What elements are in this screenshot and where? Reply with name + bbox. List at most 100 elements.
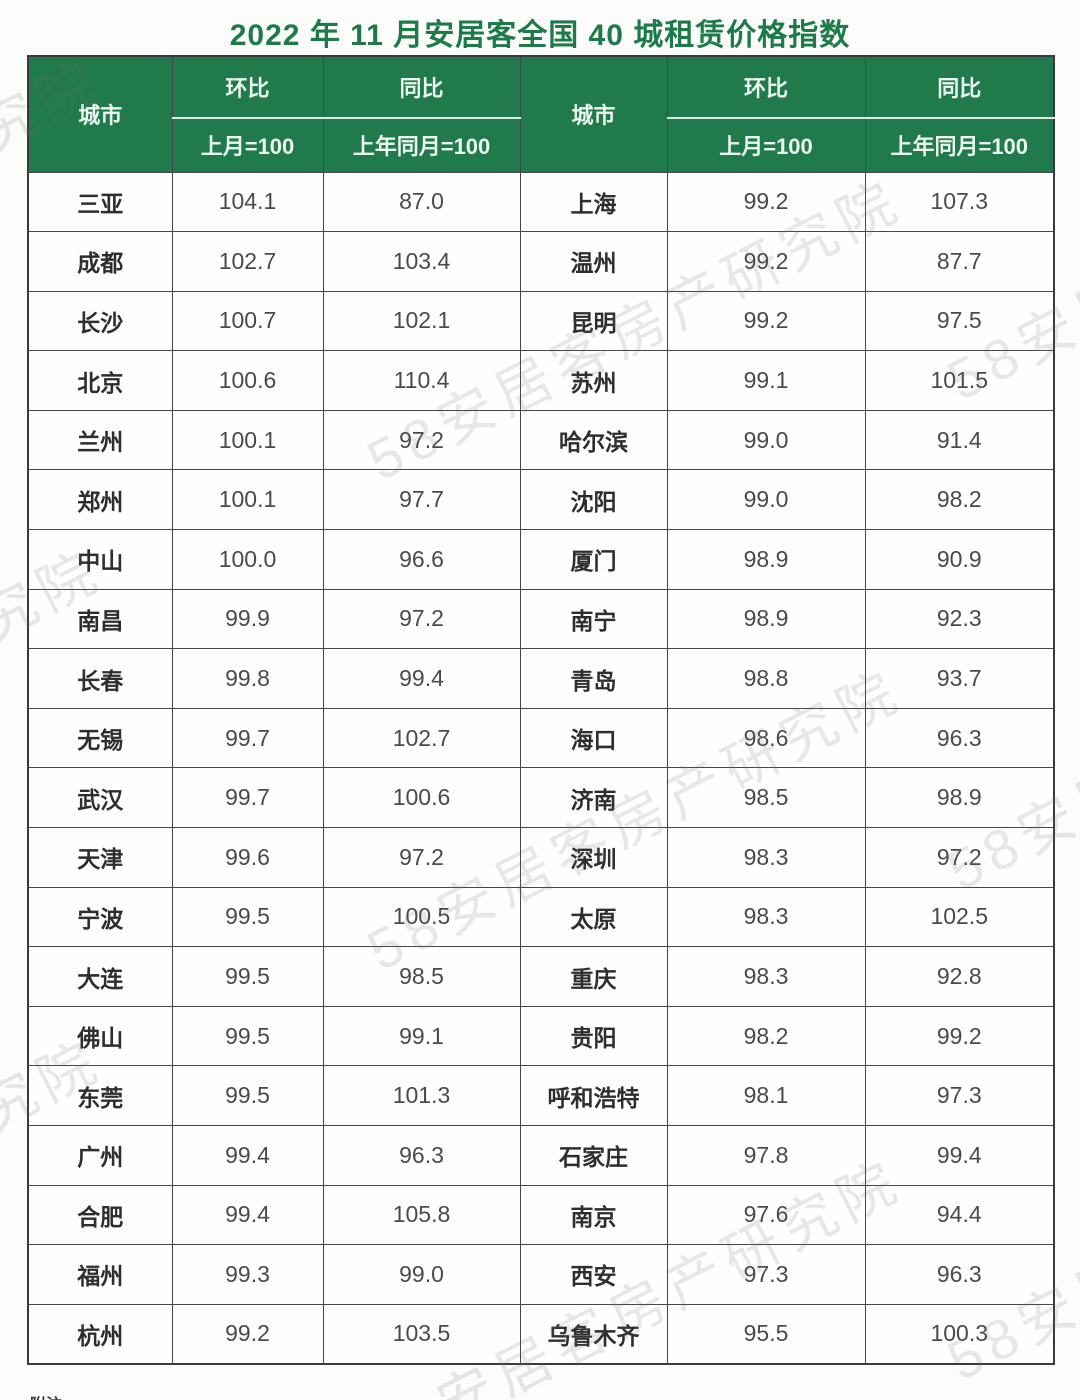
yoy-value: 98.5 [322,946,521,1007]
city-cell: 长沙 [27,290,173,352]
table-row: 中山 100.0 96.6 厦门 98.9 90.9 [27,529,1055,590]
yoy-value: 87.0 [322,171,521,233]
yoy-value: 99.0 [322,1244,521,1305]
yoy-value: 99.4 [864,1125,1055,1186]
page-title: 2022 年 11 月安居客全国 40 城租赁价格指数 [229,19,851,52]
mom-value: 99.4 [171,1184,324,1246]
footnote-label: 附注: [30,1391,67,1400]
mom-value: 98.1 [666,1065,866,1126]
yoy-value: 100.5 [322,886,521,948]
yoy-value: 96.3 [864,707,1055,769]
city-cell: 石家庄 [519,1125,668,1186]
yoy-value: 98.9 [864,767,1055,829]
city-cell: 大连 [27,946,173,1007]
city-cell: 南宁 [519,588,668,650]
yoy-value: 90.9 [864,529,1055,590]
mom-value: 99.9 [171,588,324,650]
table-row: 天津 99.6 97.2 深圳 98.3 97.2 [27,827,1055,888]
city-cell: 武汉 [27,767,173,829]
city-cell: 南昌 [27,588,173,650]
mom-value: 98.2 [666,1005,866,1067]
city-cell: 昆明 [519,290,668,352]
table-row: 无锡 99.7 102.7 海口 98.6 96.3 [27,707,1055,769]
city-cell: 重庆 [519,946,668,1007]
mom-value: 98.3 [666,946,866,1007]
header-city-left: 城市 [27,55,173,173]
city-cell: 呼和浩特 [519,1065,668,1126]
yoy-value: 97.2 [322,827,521,888]
mom-value: 99.7 [171,707,324,769]
city-cell: 贵阳 [519,1005,668,1067]
table-row: 郑州 100.1 97.7 沈阳 99.0 98.2 [27,469,1055,531]
table-row: 兰州 100.1 97.2 哈尔滨 99.0 91.4 [27,409,1055,471]
table-row: 杭州 99.2 103.5 乌鲁木齐 95.5 100.3 [27,1303,1055,1365]
mom-value: 99.2 [666,231,866,292]
city-cell: 成都 [27,231,173,292]
yoy-value: 100.6 [322,767,521,829]
city-cell: 沈阳 [519,469,668,531]
header-yoy-base-right: 上年同月=100 [864,117,1055,173]
yoy-value: 110.4 [322,350,521,411]
city-cell: 南京 [519,1184,668,1246]
yoy-value: 96.6 [322,529,521,590]
yoy-value: 92.8 [864,946,1055,1007]
mom-value: 100.1 [171,409,324,471]
table-row: 武汉 99.7 100.6 济南 98.5 98.9 [27,767,1055,829]
mom-value: 100.1 [171,469,324,531]
city-cell: 上海 [519,171,668,233]
table-row: 南昌 99.9 97.2 南宁 98.9 92.3 [27,588,1055,650]
table-row: 东莞 99.5 101.3 呼和浩特 98.1 97.3 [27,1065,1055,1126]
mom-value: 99.2 [666,290,866,352]
yoy-value: 96.3 [322,1125,521,1186]
city-cell: 无锡 [27,707,173,769]
mom-value: 99.2 [666,171,866,233]
city-cell: 厦门 [519,529,668,590]
header-mom-base-right: 上月=100 [666,117,866,173]
header-mom-base-left: 上月=100 [171,117,324,173]
mom-value: 99.0 [666,469,866,531]
city-cell: 宁波 [27,886,173,948]
mom-value: 98.9 [666,588,866,650]
city-cell: 东莞 [27,1065,173,1126]
yoy-value: 97.2 [864,827,1055,888]
mom-value: 95.5 [666,1303,866,1365]
mom-value: 99.1 [666,350,866,411]
city-cell: 广州 [27,1125,173,1186]
header-mom-right: 环比 [666,55,866,119]
yoy-value: 97.2 [322,588,521,650]
city-cell: 长春 [27,648,173,709]
table-row: 宁波 99.5 100.5 太原 98.3 102.5 [27,886,1055,948]
yoy-value: 97.7 [322,469,521,531]
header-yoy-left: 同比 [322,55,521,119]
city-cell: 天津 [27,827,173,888]
city-cell: 济南 [519,767,668,829]
yoy-value: 87.7 [864,231,1055,292]
table-row: 福州 99.3 99.0 西安 97.3 96.3 [27,1244,1055,1305]
city-cell: 佛山 [27,1005,173,1067]
table-row: 北京 100.6 110.4 苏州 99.1 101.5 [27,350,1055,411]
city-cell: 兰州 [27,409,173,471]
mom-value: 99.6 [171,827,324,888]
mom-value: 100.6 [171,350,324,411]
yoy-value: 98.2 [864,469,1055,531]
yoy-value: 103.4 [322,231,521,292]
city-cell: 哈尔滨 [519,409,668,471]
yoy-value: 101.3 [322,1065,521,1126]
table-row: 长沙 100.7 102.1 昆明 99.2 97.5 [27,290,1055,352]
mom-value: 98.9 [666,529,866,590]
mom-value: 98.5 [666,767,866,829]
header-yoy-base-left: 上年同月=100 [322,117,521,173]
yoy-value: 93.7 [864,648,1055,709]
mom-value: 99.7 [171,767,324,829]
mom-value: 99.5 [171,1005,324,1067]
yoy-value: 99.2 [864,1005,1055,1067]
yoy-value: 100.3 [864,1303,1055,1365]
yoy-value: 107.3 [864,171,1055,233]
table-row: 大连 99.5 98.5 重庆 98.3 92.8 [27,946,1055,1007]
table-row: 合肥 99.4 105.8 南京 97.6 94.4 [27,1184,1055,1246]
mom-value: 99.3 [171,1244,324,1305]
mom-value: 102.7 [171,231,324,292]
yoy-value: 102.5 [864,886,1055,948]
yoy-value: 91.4 [864,409,1055,471]
